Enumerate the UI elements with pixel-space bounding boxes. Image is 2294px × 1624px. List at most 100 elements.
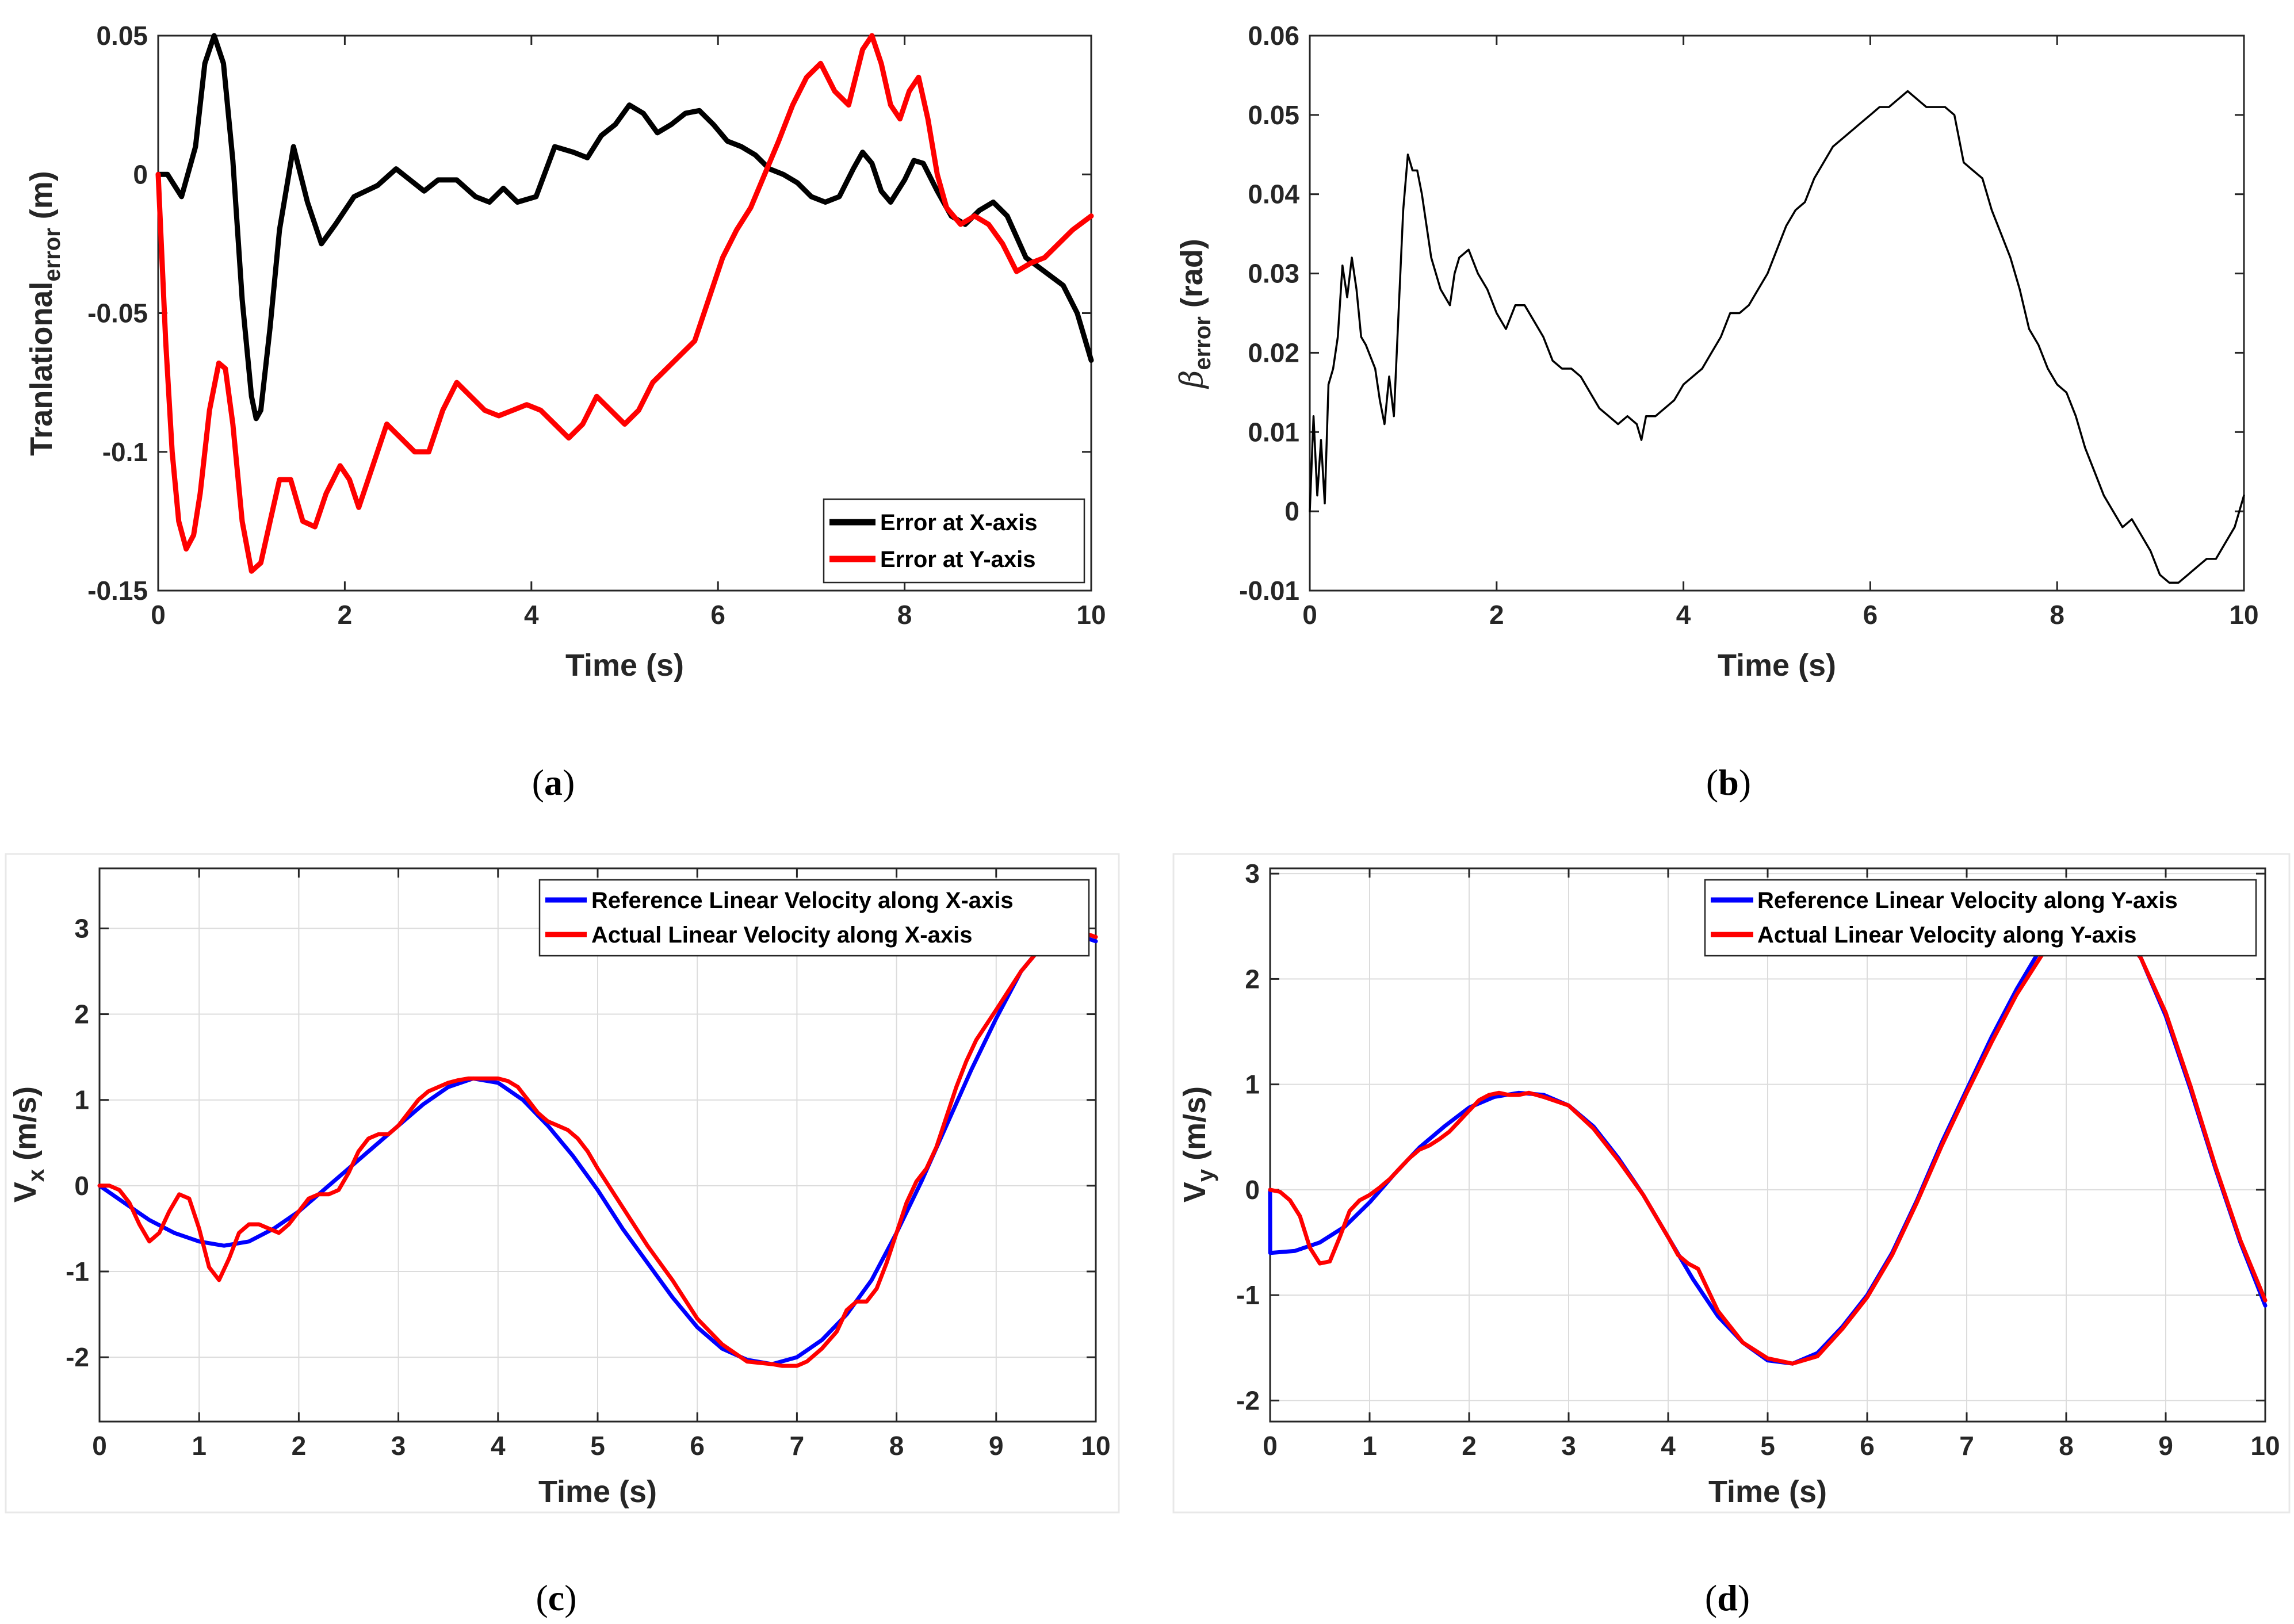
legend-label-reference-y: Reference Linear Velocity along Y-axis [1757, 888, 2178, 913]
chart-c-grid [100, 868, 1096, 1422]
chart-d-legend: Reference Linear Velocity along Y-axis A… [1704, 879, 2257, 957]
chart-a-series-1-line [155, 33, 1094, 574]
chart-c-xtick-label: 0 [92, 1431, 107, 1461]
chart-a-xtick-label: 4 [524, 600, 539, 630]
chart-b-xlabel: Time (s) [1718, 648, 1836, 683]
chart-b-xtick-label: 10 [2229, 600, 2258, 630]
legend-label-reference-x: Reference Linear Velocity along X-axis [591, 888, 1014, 913]
caption-d: (d) [1705, 1577, 1750, 1618]
chart-c-ytick-label: 1 [74, 1085, 89, 1115]
chart-a-series [155, 33, 1094, 574]
legend-label-actual-y: Actual Linear Velocity along Y-axis [1757, 922, 2137, 948]
chart-d-ytick-label: 3 [1245, 859, 1260, 888]
chart-d: 0 1 2 3 4 5 6 7 8 9 10 -2 -1 0 1 2 3 Time (s) Vy (m/s) R… [1177, 859, 2280, 1618]
chart-c-xtick-label: 3 [391, 1431, 406, 1461]
chart-d-xtick-label: 0 [1263, 1431, 1278, 1461]
chart-d-ytick-label: 0 [1245, 1175, 1260, 1205]
chart-d-xtick-label: 1 [1362, 1431, 1377, 1461]
chart-d-ytick-label: 2 [1245, 964, 1260, 994]
chart-c-xtick-label: 8 [889, 1431, 904, 1461]
chart-c-ytick-label: 2 [74, 999, 89, 1029]
chart-d-xtick-label: 2 [1462, 1431, 1477, 1461]
chart-a-series-0-line [155, 33, 1094, 422]
chart-c-xtick-label: 5 [590, 1431, 605, 1461]
chart-b-plot-area [1309, 35, 2245, 592]
chart-c-xtick-label: 1 [192, 1431, 207, 1461]
chart-a-xtick-label: 10 [1076, 600, 1106, 630]
panel-c-frame [5, 853, 1120, 1514]
chart-b-ytick-label: 0.04 [1248, 179, 1299, 209]
chart-d-ticks: 0 1 2 3 4 5 6 7 8 9 10 -2 -1 0 1 2 3 [1236, 859, 2280, 1461]
chart-c-legend-box [538, 879, 1090, 957]
legend-label-actual-x: Actual Linear Velocity along X-axis [591, 922, 972, 948]
chart-c-legend: Reference Linear Velocity along X-axis A… [538, 879, 1090, 957]
chart-a-ylabel: Tranlationalerror (m) [24, 171, 65, 455]
chart-c: 0 1 2 3 4 5 6 7 8 9 10 -2 -1 0 1 2 3 Time (s) Vx (m/s) R… [8, 867, 1111, 1618]
chart-a-plot-area [157, 35, 1092, 592]
chart-d-xtick-label: 3 [1561, 1431, 1576, 1461]
chart-b-series [1309, 90, 2245, 584]
chart-d-series-1-line [1268, 916, 2268, 1366]
chart-c-xlabel: Time (s) [538, 1474, 657, 1509]
chart-a-ytick-label: 0.05 [96, 21, 148, 51]
chart-b-xtick-label: 4 [1676, 600, 1691, 630]
legend-label-x-axis-error: Error at X-axis [880, 510, 1037, 535]
chart-b-ytick-label: 0 [1284, 496, 1299, 526]
chart-b-xtick-label: 0 [1302, 600, 1317, 630]
chart-a: 0 2 4 6 8 10 -0.15 -0.1 -0.05 0 0.05 Time (s) Tran… [24, 21, 1106, 803]
chart-c-ytick-label: -2 [66, 1342, 89, 1372]
chart-d-xtick-label: 4 [1661, 1431, 1676, 1461]
chart-c-xtick-label: 7 [790, 1431, 805, 1461]
chart-a-ytick-label: 0 [133, 159, 148, 189]
chart-d-ylabel: Vy (m/s) [1177, 1086, 1218, 1202]
chart-b-series-0-line [1309, 90, 2245, 584]
chart-d-ytick-label: 1 [1245, 1070, 1260, 1100]
chart-c-series [97, 926, 1098, 1368]
chart-c-series-1-line [97, 926, 1098, 1368]
chart-c-ytick-label: -1 [66, 1257, 89, 1286]
chart-b-ytick-label: -0.01 [1239, 576, 1299, 606]
chart-c-ytick-label: 0 [74, 1171, 89, 1201]
chart-a-xtick-label: 2 [338, 600, 353, 630]
chart-d-xtick-label: 5 [1760, 1431, 1775, 1461]
chart-c-xtick-label: 10 [1081, 1431, 1110, 1461]
chart-a-legend: Error at X-axis Error at Y-axis [823, 498, 1085, 584]
caption-b: (b) [1706, 762, 1751, 803]
chart-d-xtick-label: 6 [1860, 1431, 1875, 1461]
chart-b-xtick-label: 2 [1489, 600, 1504, 630]
chart-b-ylabel: βerror (rad) [1173, 239, 1215, 389]
caption-c: (c) [536, 1577, 576, 1618]
chart-b-ytick-label: 0.05 [1248, 100, 1299, 130]
chart-b-ytick-label: 0.03 [1248, 259, 1299, 289]
chart-c-xtick-label: 2 [292, 1431, 307, 1461]
caption-a: (a) [532, 762, 575, 803]
chart-d-legend-box [1704, 879, 2257, 957]
chart-b-xtick-label: 6 [1863, 600, 1878, 630]
chart-b-ytick-label: 0.06 [1248, 21, 1299, 51]
legend-label-y-axis-error: Error at Y-axis [880, 547, 1036, 572]
chart-c-ticks: 0 1 2 3 4 5 6 7 8 9 10 -2 -1 0 1 2 3 [66, 868, 1111, 1461]
chart-d-xtick-label: 10 [2250, 1431, 2280, 1461]
chart-c-ytick-label: 3 [74, 913, 89, 943]
chart-d-ytick-label: -1 [1236, 1280, 1260, 1310]
chart-b-xtick-label: 8 [2050, 600, 2064, 630]
chart-a-xtick-label: 0 [151, 600, 166, 630]
chart-c-xtick-label: 6 [690, 1431, 705, 1461]
chart-d-xtick-label: 9 [2158, 1431, 2173, 1461]
chart-c-xtick-label: 9 [989, 1431, 1004, 1461]
chart-a-legend-box [823, 498, 1085, 584]
chart-d-xtick-label: 8 [2059, 1431, 2074, 1461]
chart-c-xtick-label: 4 [491, 1431, 506, 1461]
chart-d-xtick-label: 7 [1959, 1431, 1974, 1461]
chart-a-xtick-label: 6 [710, 600, 725, 630]
chart-a-ytick-label: -0.15 [87, 576, 148, 606]
chart-c-ylabel: Vx (m/s) [8, 1086, 49, 1202]
chart-a-ytick-label: -0.05 [87, 298, 148, 328]
chart-d-ytick-label: -2 [1236, 1385, 1260, 1415]
panel-d-frame [1172, 853, 2291, 1514]
chart-a-ytick-label: -0.1 [102, 437, 148, 467]
chart-a-xtick-label: 8 [897, 600, 912, 630]
